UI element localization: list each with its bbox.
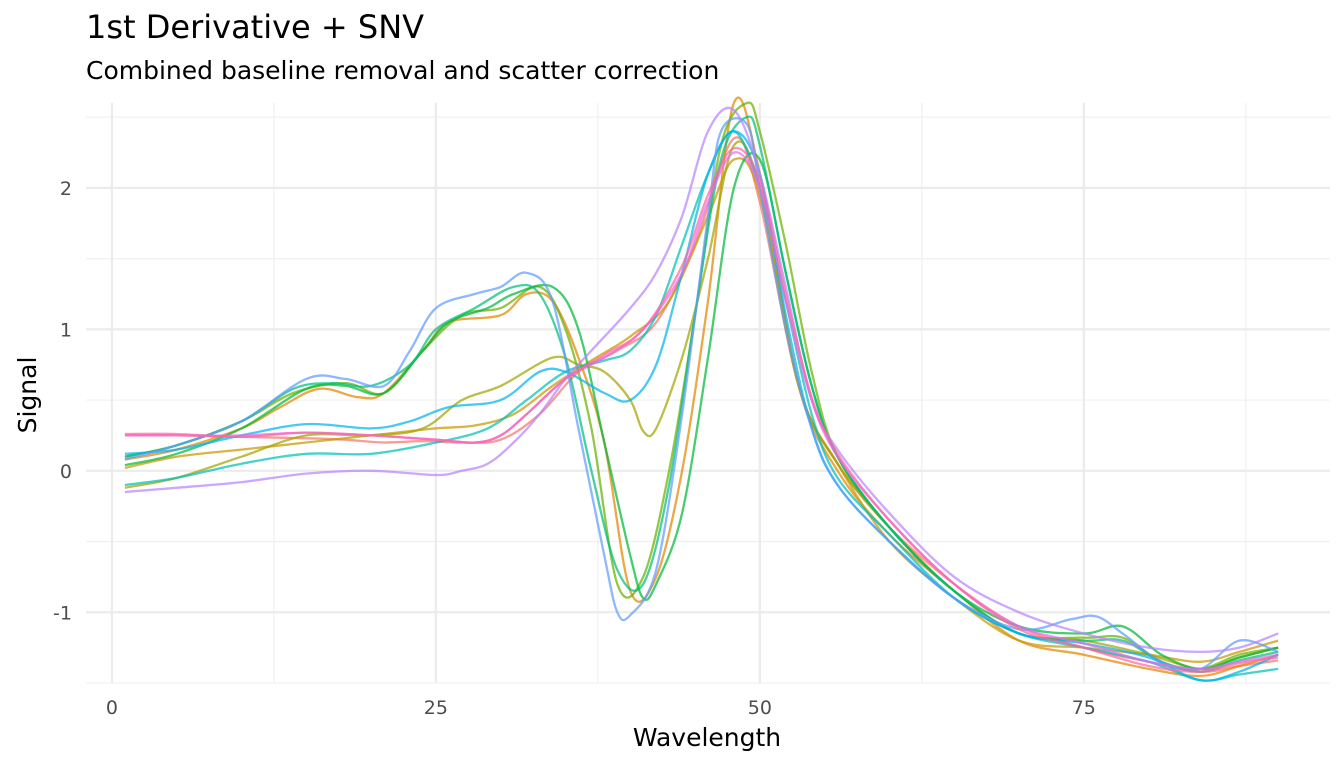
chart-subtitle: Combined baseline removal and scatter co… bbox=[86, 56, 720, 85]
y-tick-label: 2 bbox=[60, 178, 72, 200]
x-axis-title: Wavelength bbox=[633, 723, 781, 752]
y-axis-title: Signal bbox=[13, 357, 42, 434]
series-lines bbox=[124, 96, 1279, 682]
grid bbox=[86, 103, 1330, 684]
x-axis-ticks: 0 25 50 75 bbox=[106, 697, 1096, 719]
chart-title: 1st Derivative + SNV bbox=[86, 8, 425, 46]
series-line-sample-9 bbox=[124, 130, 1279, 682]
series-line-sample-2 bbox=[124, 96, 1279, 678]
x-tick-label: 50 bbox=[748, 697, 772, 719]
series-line-sample-11 bbox=[124, 106, 1279, 654]
y-axis-ticks: -1 0 1 2 bbox=[53, 178, 72, 624]
y-tick-label: -1 bbox=[53, 602, 72, 624]
x-tick-label: 75 bbox=[1072, 697, 1096, 719]
series-line-sample-3 bbox=[124, 157, 1279, 663]
y-tick-label: 0 bbox=[60, 461, 72, 483]
series-line-sample-6 bbox=[124, 152, 1279, 671]
series-line-sample-10 bbox=[124, 117, 1279, 672]
x-tick-label: 0 bbox=[106, 697, 118, 719]
y-tick-label: 1 bbox=[60, 319, 72, 341]
series-line-sample-13 bbox=[124, 146, 1279, 673]
x-tick-label: 25 bbox=[424, 697, 448, 719]
